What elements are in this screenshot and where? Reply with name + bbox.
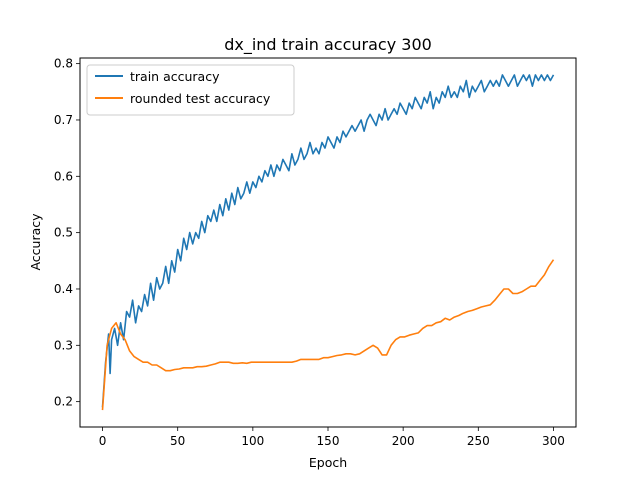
x-tick-label: 50: [170, 434, 185, 448]
y-tick-label: 0.3: [54, 338, 73, 352]
y-tick-label: 0.7: [54, 113, 73, 127]
x-tick-label: 250: [467, 434, 490, 448]
legend-label-rounded-test-accuracy: rounded test accuracy: [130, 91, 271, 106]
series-line-rounded-test-accuracy: [101, 259, 555, 411]
x-tick-label: 100: [241, 434, 264, 448]
chart-title: dx_ind train accuracy 300: [224, 35, 432, 55]
y-tick-label: 0.8: [54, 57, 73, 71]
series-line-train-accuracy: [101, 74, 555, 408]
y-tick-label: 0.4: [54, 282, 73, 296]
y-axis: 0.2 0.3 0.4 0.5 0.6 0.7 0.8: [54, 57, 80, 409]
y-tick-label: 0.5: [54, 226, 73, 240]
series-layer: [101, 74, 555, 411]
x-axis: 0 50 100 150 200 250 300: [99, 427, 565, 448]
y-axis-label: Accuracy: [28, 213, 43, 271]
legend: train accuracy rounded test accuracy: [86, 64, 295, 116]
legend-box: [86, 64, 295, 116]
x-tick-label: 200: [392, 434, 415, 448]
y-tick-label: 0.6: [54, 169, 73, 183]
x-tick-label: 0: [99, 434, 107, 448]
legend-label-train-accuracy: train accuracy: [130, 69, 220, 84]
x-tick-label: 150: [317, 434, 340, 448]
x-axis-label: Epoch: [309, 455, 347, 470]
x-tick-label: 300: [542, 434, 565, 448]
y-tick-label: 0.2: [54, 395, 73, 409]
